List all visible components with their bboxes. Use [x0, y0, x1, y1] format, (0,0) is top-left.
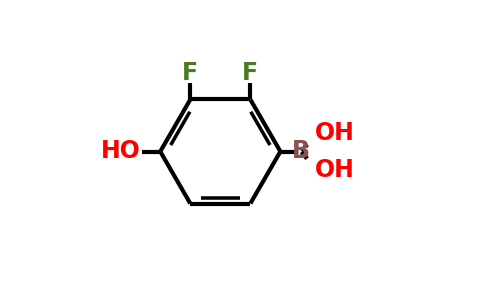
Text: HO: HO: [101, 140, 141, 164]
Text: B: B: [292, 140, 310, 164]
Text: F: F: [242, 61, 258, 85]
Text: OH: OH: [315, 158, 355, 182]
Text: OH: OH: [315, 121, 355, 145]
Text: F: F: [182, 61, 198, 85]
